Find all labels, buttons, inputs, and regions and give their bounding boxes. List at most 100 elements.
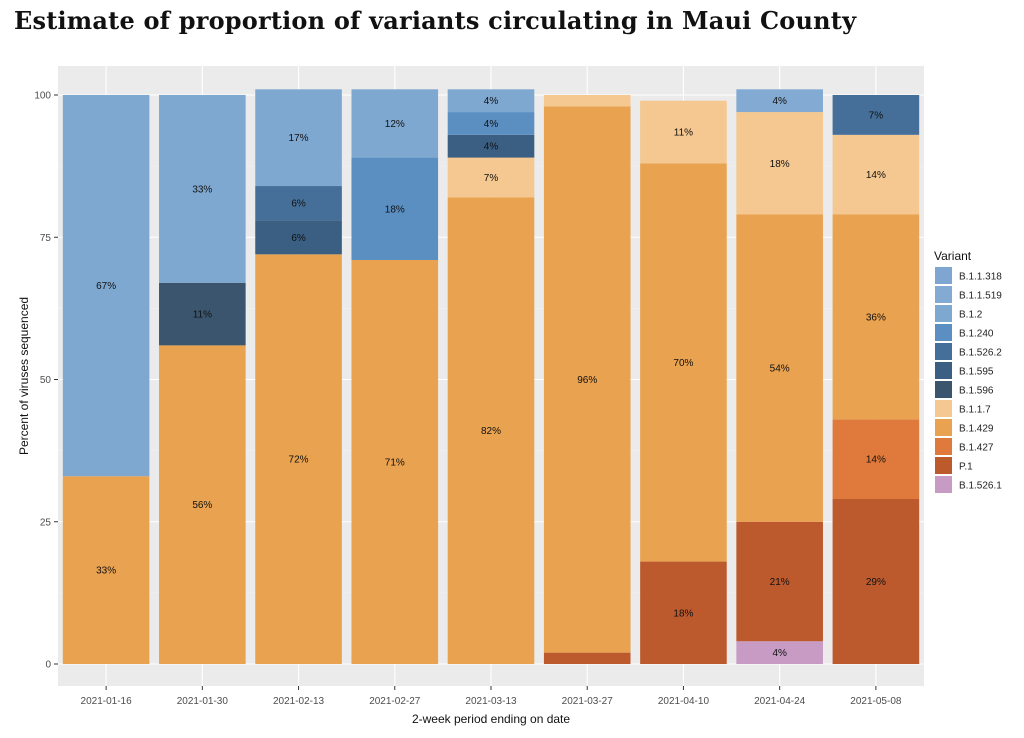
data-label: 18% bbox=[385, 204, 405, 215]
x-tick-label: 2021-04-24 bbox=[754, 696, 806, 707]
legend-label: B.1.1.318 bbox=[959, 272, 1002, 283]
legend-swatch bbox=[935, 438, 952, 455]
legend-label: B.1.429 bbox=[959, 424, 994, 435]
data-label: 4% bbox=[484, 119, 499, 130]
data-label: 54% bbox=[770, 364, 790, 375]
data-label: 82% bbox=[481, 426, 501, 437]
bar-segment bbox=[736, 112, 823, 215]
data-label: 4% bbox=[772, 96, 787, 107]
y-axis-title: Percent of viruses sequenced bbox=[17, 297, 31, 455]
legend-swatch bbox=[935, 286, 952, 303]
legend-label: B.1.1.519 bbox=[959, 291, 1002, 302]
data-label: 67% bbox=[96, 281, 116, 292]
data-label: 12% bbox=[385, 119, 405, 130]
bar-segment bbox=[447, 112, 535, 135]
legend-label: B.1.2 bbox=[959, 310, 983, 321]
bar-segment bbox=[640, 100, 727, 164]
data-label: 56% bbox=[192, 500, 212, 511]
y-tick-label: 25 bbox=[40, 517, 52, 528]
x-tick-label: 2021-03-13 bbox=[465, 696, 517, 707]
bar-segment bbox=[640, 561, 727, 664]
bar-segment bbox=[543, 95, 631, 107]
data-label: 96% bbox=[577, 375, 597, 386]
legend-swatch bbox=[935, 267, 952, 284]
bar-segment bbox=[832, 498, 920, 664]
segment-labels: 33% 67% 56% 11% 33% 72% 6% 6% 17% 71% 18% 12% 82% 7% 4… bbox=[96, 96, 886, 659]
y-tick-label: 75 bbox=[40, 233, 52, 244]
bar-segment bbox=[832, 214, 920, 420]
legend-swatch bbox=[935, 381, 952, 398]
bar-segment bbox=[447, 157, 535, 198]
x-tick-label: 2021-02-13 bbox=[273, 696, 325, 707]
bar-segment bbox=[351, 260, 439, 664]
data-label: 29% bbox=[866, 577, 886, 588]
x-tick-label: 2021-05-08 bbox=[850, 696, 902, 707]
legend: Variant B.1.1.318 B.1.1.519 B.1.2 B.1.240 B.… bbox=[934, 249, 1002, 493]
x-tick-label: 2021-04-10 bbox=[658, 696, 710, 707]
bar-segment bbox=[255, 254, 342, 664]
legend-label: B.1.1.7 bbox=[959, 405, 991, 416]
bar-segment bbox=[640, 163, 727, 562]
legend-label: P.1 bbox=[959, 462, 973, 473]
y-tick-label: 100 bbox=[34, 91, 51, 102]
legend-label: B.1.526.2 bbox=[959, 348, 1002, 359]
legend-swatch bbox=[935, 324, 952, 341]
bar-segment bbox=[736, 214, 823, 522]
data-label: 21% bbox=[770, 577, 790, 588]
bar-segment bbox=[736, 641, 823, 664]
data-label: 18% bbox=[770, 159, 790, 170]
bar-segment bbox=[736, 521, 823, 642]
bar-segment bbox=[736, 89, 823, 113]
bar-segment bbox=[255, 89, 342, 187]
legend-label: B.1.596 bbox=[959, 386, 994, 397]
legend-swatch bbox=[935, 362, 952, 379]
bar-segment bbox=[447, 89, 535, 113]
data-label: 14% bbox=[866, 170, 886, 181]
bar-segment bbox=[159, 282, 246, 346]
data-label: 11% bbox=[674, 127, 693, 138]
bar-segment bbox=[832, 419, 920, 499]
data-label: 6% bbox=[291, 233, 306, 244]
bars bbox=[62, 89, 920, 665]
data-label: 7% bbox=[484, 173, 499, 184]
data-label: 33% bbox=[192, 184, 212, 195]
x-tick-label: 2021-02-27 bbox=[369, 696, 421, 707]
bar-segment bbox=[255, 220, 342, 255]
x-tick-label: 2021-03-27 bbox=[562, 696, 614, 707]
bar-segment bbox=[351, 157, 439, 261]
data-label: 4% bbox=[772, 648, 787, 659]
legend-swatch bbox=[935, 305, 952, 322]
legend-swatch bbox=[935, 476, 952, 493]
data-label: 17% bbox=[289, 133, 309, 144]
data-label: 33% bbox=[96, 566, 116, 577]
data-label: 11% bbox=[193, 310, 212, 321]
bar-segment bbox=[543, 106, 631, 653]
data-label: 18% bbox=[673, 608, 693, 619]
bar-segment bbox=[62, 476, 150, 664]
axes: 0 25 50 75 100 2021-01-16 2021-01-30 2021-02-13… bbox=[34, 91, 902, 708]
bar-segment bbox=[159, 345, 246, 664]
bar-segment bbox=[159, 95, 246, 283]
legend-swatch bbox=[935, 343, 952, 360]
bar-segment bbox=[351, 89, 439, 158]
bar-segment bbox=[62, 95, 150, 477]
legend-swatch bbox=[935, 400, 952, 417]
bar-segment bbox=[447, 197, 535, 665]
x-axis-title: 2-week period ending on date bbox=[412, 712, 570, 726]
bar-segment bbox=[832, 134, 920, 215]
legend-label: B.1.526.1 bbox=[959, 481, 1002, 492]
data-label: 70% bbox=[673, 358, 693, 369]
legend-label: B.1.240 bbox=[959, 329, 994, 340]
x-tick-label: 2021-01-30 bbox=[177, 696, 229, 707]
bar-segment bbox=[255, 186, 342, 221]
bar-segment bbox=[447, 134, 535, 158]
data-label: 6% bbox=[291, 199, 306, 210]
data-label: 14% bbox=[866, 455, 886, 466]
legend-swatch bbox=[935, 457, 952, 474]
data-label: 71% bbox=[385, 458, 405, 469]
legend-label: B.1.595 bbox=[959, 367, 994, 378]
legend-title: Variant bbox=[934, 249, 972, 263]
x-tick-label: 2021-01-16 bbox=[81, 696, 133, 707]
legend-swatch bbox=[935, 419, 952, 436]
